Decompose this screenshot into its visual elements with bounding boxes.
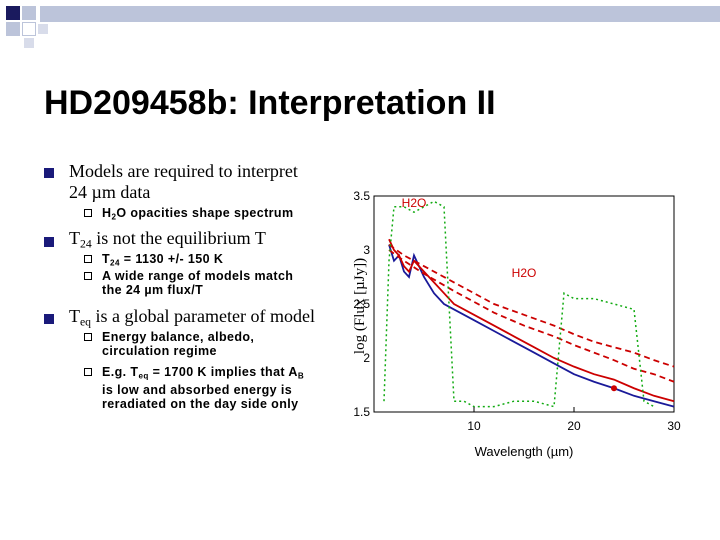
y-tick-label: 3.5 [353, 189, 370, 203]
slide-title: HD209458b: Interpretation II [44, 84, 496, 122]
y-tick-label: 2 [363, 351, 370, 365]
bullet-1-sub-1: H2O opacities shape spectrum [102, 206, 294, 222]
bullet-1-text: Models are required to interpret 24 µm d… [69, 161, 298, 202]
bullet-marker [44, 237, 54, 247]
sub-bullet-marker [84, 333, 92, 341]
y-tick-label: 2.5 [353, 297, 370, 311]
series-layer [383, 200, 675, 408]
sub-bullet-marker [84, 209, 92, 217]
y-tick-label: 1.5 [353, 405, 370, 419]
y-tick-label: 3 [363, 243, 370, 257]
y-ticks: 1.5 2 2.5 3 3.5 [353, 189, 370, 419]
series-line-2 [388, 238, 675, 403]
sub-bullet-marker [84, 255, 92, 263]
bullet-2-text: T24 is not the equilibrium T [69, 228, 266, 251]
x-ticks: 10 20 30 [467, 407, 681, 433]
y-axis-label: log (Flux [µJy]) [352, 258, 368, 354]
spectrum-chart: 10 20 30 1.5 2 2.5 3 3.5 H2O H2O Wavelength (µm… [352, 189, 681, 459]
header-bar [40, 6, 720, 22]
series-line-1 [388, 244, 675, 408]
data-point-1 [611, 385, 617, 392]
annotation-2: H2O [512, 266, 537, 280]
series-line-5 [383, 200, 655, 408]
bullet-3-text: Teq is a global parameter of model [69, 306, 315, 329]
annotation-1: H2O [402, 196, 427, 210]
plot-frame [373, 195, 675, 413]
corner-decoration [0, 0, 80, 48]
sub-bullet-marker [84, 272, 92, 280]
x-tick-label: 30 [667, 419, 681, 433]
x-axis-label: Wavelength (µm) [475, 444, 574, 459]
bullet-2-sub-1: T24 = 1130 +/- 150 K [102, 252, 224, 268]
annotations: H2O H2O [402, 196, 537, 280]
bullet-2-sub-2: A wide range of models match the 24 µm f… [102, 269, 294, 297]
series-line-3 [388, 243, 675, 368]
bullet-marker [44, 314, 54, 324]
series-line-4 [388, 249, 675, 383]
x-tick-label: 10 [467, 419, 481, 433]
bullet-marker [44, 168, 54, 178]
bullet-3-sub-1: Energy balance, albedo, circulation regi… [102, 330, 255, 358]
bullet-3-sub-2: E.g. Teq = 1700 K implies that AB is low… [102, 365, 305, 412]
x-tick-label: 20 [567, 419, 581, 433]
sub-bullet-marker [84, 368, 92, 376]
